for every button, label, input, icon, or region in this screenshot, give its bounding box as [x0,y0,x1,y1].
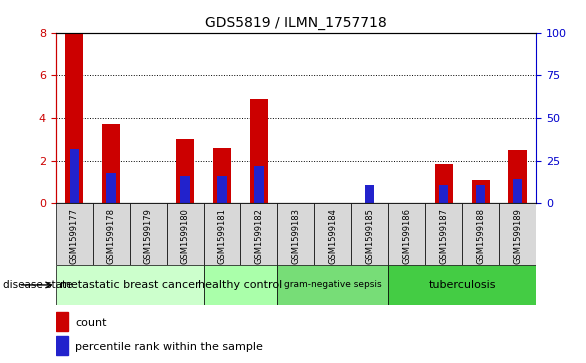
Bar [240,203,277,265]
Bar [180,176,190,203]
Text: GSM1599177: GSM1599177 [70,208,79,264]
Text: GSM1599187: GSM1599187 [440,208,448,264]
Bar [176,139,195,203]
Bar [130,203,166,265]
Text: GSM1599183: GSM1599183 [291,208,301,264]
Bar [352,203,389,265]
Text: GSM1599188: GSM1599188 [476,208,485,264]
Text: count: count [75,318,107,328]
Text: metastatic breast cancer: metastatic breast cancer [60,280,199,290]
Bar [70,149,79,203]
Text: GSM1599184: GSM1599184 [328,208,338,264]
Bar [107,172,116,203]
Bar [472,180,490,203]
Bar [513,179,522,203]
Text: disease state: disease state [3,280,73,290]
Bar [389,265,536,305]
Bar [277,265,389,305]
Bar [56,265,203,305]
Bar [93,203,130,265]
Bar [217,176,227,203]
Text: GSM1599179: GSM1599179 [144,208,152,264]
Text: GSM1599185: GSM1599185 [365,208,374,264]
Bar [56,203,93,265]
Text: GSM1599189: GSM1599189 [513,208,522,264]
Bar [476,184,485,203]
Bar [65,33,83,203]
Bar [509,150,527,203]
Bar [499,203,536,265]
Bar [462,203,499,265]
Bar [365,184,374,203]
Text: GSM1599182: GSM1599182 [254,208,264,264]
Bar [425,203,462,265]
Bar [56,336,68,355]
Bar [203,203,240,265]
Text: tuberculosis: tuberculosis [428,280,496,290]
Text: GSM1599178: GSM1599178 [107,208,115,264]
Bar [166,203,203,265]
Bar [254,166,264,203]
Bar [315,203,352,265]
Bar [56,312,68,331]
Text: GSM1599186: GSM1599186 [403,208,411,264]
Text: GSM1599181: GSM1599181 [217,208,227,264]
Bar [203,265,277,305]
Text: gram-negative sepsis: gram-negative sepsis [284,281,381,289]
Text: healthy control: healthy control [198,280,282,290]
Bar [102,125,120,203]
Text: percentile rank within the sample: percentile rank within the sample [75,342,263,352]
Title: GDS5819 / ILMN_1757718: GDS5819 / ILMN_1757718 [205,16,387,30]
Bar [435,164,453,203]
Bar [213,148,231,203]
Bar [250,99,268,203]
Text: GSM1599180: GSM1599180 [180,208,189,264]
Bar [277,203,315,265]
Bar [389,203,425,265]
Bar [439,184,448,203]
